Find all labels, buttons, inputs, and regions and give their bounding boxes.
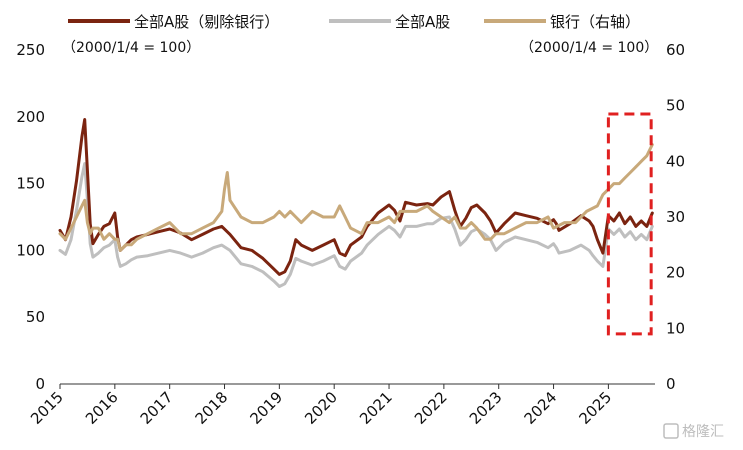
right-axis-note: （2000/1/4 = 100） <box>520 40 658 56</box>
legend-label-ex_bank: 全部A股（剔除银行） <box>134 13 279 31</box>
watermark-logo-icon <box>663 423 679 439</box>
x-tick-label: 2018 <box>192 388 232 428</box>
left-tick-label: 0 <box>35 375 45 393</box>
x-tick-label: 2022 <box>411 388 451 428</box>
left-tick-label: 150 <box>16 175 45 193</box>
watermark: 格隆汇 <box>663 423 724 440</box>
x-tick-label: 2025 <box>575 388 615 428</box>
series-line-bank <box>58 143 654 252</box>
legend: 全部A股（剔除银行） 全部A股 银行（右轴） <box>68 13 640 31</box>
left-tick-label: 50 <box>26 308 45 326</box>
right-tick-label: 60 <box>666 41 685 59</box>
legend-label-bank: 银行（右轴） <box>550 13 640 31</box>
x-tick-label: 2019 <box>246 388 286 428</box>
right-tick-label: 20 <box>666 264 685 282</box>
series-line-all_a <box>58 162 654 288</box>
watermark-text: 格隆汇 <box>682 424 724 440</box>
left-axis-ticks: 0 50 100 150 200 250 <box>16 41 45 393</box>
right-tick-label: 0 <box>666 375 676 393</box>
x-tick-label: 2021 <box>356 388 396 428</box>
series-lines <box>58 118 654 288</box>
x-tick-label: 2024 <box>521 388 561 428</box>
x-tick-label: 2015 <box>27 388 67 428</box>
right-tick-label: 50 <box>666 97 685 115</box>
left-tick-label: 200 <box>16 108 45 126</box>
right-tick-label: 10 <box>666 319 685 337</box>
x-tick-label: 2017 <box>137 388 177 428</box>
x-tick-label: 2023 <box>466 388 506 428</box>
left-axis-note: （2000/1/4 = 100） <box>62 40 200 56</box>
right-axis-ticks: 0 10 20 30 40 50 60 <box>666 41 685 393</box>
right-tick-label: 40 <box>666 152 685 170</box>
x-tick-label: 2020 <box>301 388 341 428</box>
x-tick-label: 2016 <box>82 388 122 428</box>
left-tick-label: 250 <box>16 41 45 59</box>
legend-label-all_a: 全部A股 <box>395 13 450 31</box>
left-tick-label: 100 <box>16 241 45 259</box>
right-tick-label: 30 <box>666 208 685 226</box>
highlight-box <box>606 112 653 336</box>
x-axis-ticks: 2015 2016 2017 2018 2019 2020 2021 2022 2023 2024… <box>27 384 615 428</box>
